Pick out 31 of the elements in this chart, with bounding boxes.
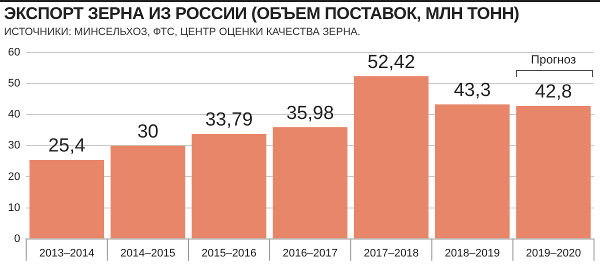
y-tick-label: 10 (8, 202, 20, 214)
annotation: Прогноз (530, 52, 576, 66)
data-label: 35,98 (286, 102, 334, 124)
data-label: 43,3 (454, 80, 491, 102)
y-tick-label: 0 (14, 232, 20, 245)
y-tick-label: 50 (8, 78, 20, 90)
bar (435, 104, 510, 238)
bar (29, 160, 104, 238)
x-tick-label: 2015–2016 (201, 247, 257, 260)
x-tick-label: 2017–2018 (364, 247, 419, 260)
data-label: 33,79 (205, 110, 253, 131)
y-tick-label: 40 (8, 108, 20, 121)
y-tick-label: 30 (8, 140, 20, 152)
x-tick-label: 2019–2020 (526, 247, 581, 260)
bar (354, 76, 429, 238)
x-tick-label: 2014–2015 (120, 247, 176, 260)
bar (110, 146, 186, 238)
y-tick-label: 60 (8, 46, 20, 59)
x-tick-label: 2016–2017 (282, 247, 338, 260)
data-label: 42,8 (534, 82, 572, 103)
x-tick-label: 2018–2019 (444, 247, 500, 260)
x-tick-label: 2013–2014 (39, 247, 94, 260)
bar (516, 106, 591, 238)
data-label: 25,4 (48, 136, 86, 157)
chart-title: ЭКСПОРТ ЗЕРНА ИЗ РОССИИ (ОБЪЕМ ПОСТАВОК, МЛН ТОНН) (4, 4, 520, 24)
data-label: 30 (137, 121, 158, 142)
bar (192, 134, 266, 238)
data-label: 52,42 (367, 52, 415, 73)
chart-subtitle: ИСТОЧНИКИ: МИНСЕЛЬХОЗ, ФТС, ЦЕНТР ОЦЕНКИ КАЧЕСТВА ЗЕРНА. (4, 26, 360, 38)
bar (272, 127, 348, 238)
y-tick-label: 20 (8, 170, 20, 183)
